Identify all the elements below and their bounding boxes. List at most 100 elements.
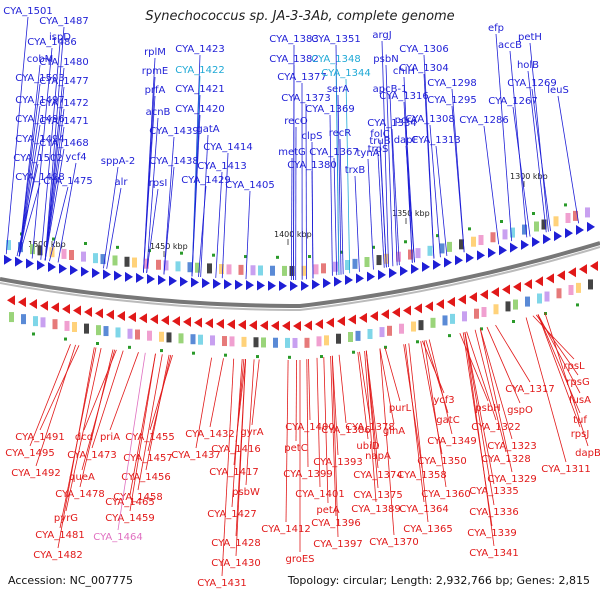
leader-line-reverse: [233, 359, 245, 466]
gene-label-reverse: CYA_1365: [403, 524, 452, 535]
gene-label-reverse: CYA_1482: [33, 550, 82, 561]
feature-block-upper: [321, 263, 326, 274]
gene-label-forward: recR: [329, 128, 352, 139]
leader-line-reverse: [285, 359, 289, 523]
feature-block-upper: [144, 258, 149, 269]
gene-label-reverse: CYA_1473: [67, 450, 116, 461]
forward-gene-arrow: [103, 269, 111, 280]
gene-label-reverse: CYA_1455: [125, 432, 174, 443]
gene-label-forward: CYA_1429: [181, 175, 230, 186]
reverse-gene-arrow: [370, 311, 378, 322]
reverse-gene-arrow: [106, 309, 114, 320]
forward-gene-arrow: [477, 250, 485, 261]
leader-line-forward: [483, 125, 500, 245]
marker-tick: [180, 251, 183, 255]
feature-block-lower: [96, 325, 101, 336]
leader-line-reverse: [544, 312, 589, 447]
gene-label-forward: folC: [370, 129, 389, 140]
feature-block-upper: [471, 236, 476, 247]
leader-line-forward: [44, 26, 65, 261]
feature-block-lower: [127, 328, 133, 339]
reverse-gene-arrow: [348, 314, 356, 325]
gene-label-reverse: CYA_1328: [481, 454, 530, 465]
leader-line-forward: [495, 33, 513, 242]
forward-gene-arrow: [543, 234, 551, 245]
feature-block-upper: [478, 235, 484, 246]
gene-label-forward: alr: [114, 177, 128, 188]
feature-block-lower: [355, 330, 361, 341]
gene-label-forward: accB: [498, 40, 522, 51]
feature-block-upper: [447, 241, 452, 252]
feature-block-lower: [241, 336, 247, 347]
marker-tick: [160, 349, 163, 353]
gene-label-reverse: CYA_1432: [185, 429, 234, 440]
feature-block-lower: [462, 311, 467, 322]
gene-label-forward: CYA_1316: [379, 91, 428, 102]
marker-tick: [116, 245, 119, 249]
leader-line-reverse: [486, 326, 521, 404]
gene-label-forward: metG: [278, 147, 306, 158]
reverse-gene-arrow: [7, 295, 15, 306]
reverse-gene-arrow: [480, 289, 488, 300]
gene-label-forward: CYA_1494: [15, 134, 64, 145]
feature-block-lower: [64, 320, 70, 331]
gene-label-reverse: CYA_1478: [55, 489, 104, 500]
gene-label-forward: CYA_1468: [39, 138, 88, 149]
feature-block-upper: [345, 259, 350, 270]
forward-gene-arrow: [532, 237, 540, 248]
reverse-gene-arrow: [535, 276, 543, 287]
gene-label-forward: CYA_1475: [43, 176, 92, 187]
leader-line-reverse: [65, 348, 102, 512]
leader-line-reverse: [29, 344, 71, 447]
gene-label-reverse: groES: [285, 554, 314, 565]
leader-line-forward: [18, 83, 41, 257]
leader-line-reverse: [57, 347, 95, 549]
forward-gene-arrow: [521, 239, 529, 250]
gene-label-forward: serA: [327, 84, 349, 95]
forward-gene-arrow: [510, 242, 518, 253]
leader-line-forward: [198, 185, 207, 277]
reverse-gene-arrow: [117, 310, 125, 321]
gene-label-forward: holB: [517, 60, 539, 71]
gene-label-reverse: psbH: [475, 403, 500, 414]
gene-label-reverse: CYA_1412: [261, 524, 310, 535]
gene-label-forward: CYA_1486: [27, 37, 76, 48]
gene-label-forward: CYA_1369: [305, 104, 354, 115]
gene-label-reverse: CYA_1396: [311, 518, 360, 529]
gene-label-reverse: CYA_1375: [353, 490, 402, 501]
forward-gene-arrow: [554, 231, 562, 242]
gene-label-reverse: CYA_1431: [197, 578, 246, 589]
marker-tick: [564, 203, 567, 207]
gene-label-reverse: CYA_1464: [93, 532, 142, 543]
leader-line-forward: [16, 163, 39, 257]
gene-label-forward: CYA_1267: [488, 96, 537, 107]
feature-block-lower: [537, 293, 542, 304]
marker-tick: [512, 320, 515, 323]
gene-label-reverse: CYA_1322: [471, 422, 520, 433]
feature-block-upper: [376, 255, 382, 266]
feature-block-upper: [270, 265, 275, 276]
feature-block-upper: [124, 256, 130, 267]
leader-line-reverse: [245, 359, 255, 486]
gene-label-forward: CYA_1334: [367, 118, 416, 129]
gene-label-reverse: priA: [100, 432, 120, 443]
reverse-gene-arrow: [238, 319, 246, 330]
feature-block-lower: [273, 337, 278, 348]
leader-line-forward: [245, 190, 251, 280]
forward-gene-arrow: [587, 221, 595, 232]
leader-line-forward: [354, 175, 360, 272]
leader-line-reverse: [35, 344, 76, 467]
gene-label-reverse: rpsG: [566, 377, 589, 388]
reverse-gene-arrow: [546, 273, 554, 284]
leader-line-reverse: [231, 358, 243, 508]
gene-label-forward: ispD: [49, 32, 71, 43]
leader-line-reverse: [331, 355, 339, 538]
topology-summary: Topology: circular; Length: 2,932,766 bp…: [287, 574, 590, 587]
reverse-gene-arrow: [51, 302, 59, 313]
forward-gene-arrow: [235, 279, 243, 290]
feature-block-lower: [115, 327, 121, 338]
feature-block-upper: [156, 259, 161, 270]
gene-label-forward: sppA-2: [101, 156, 136, 167]
reverse-gene-arrow: [260, 320, 268, 331]
